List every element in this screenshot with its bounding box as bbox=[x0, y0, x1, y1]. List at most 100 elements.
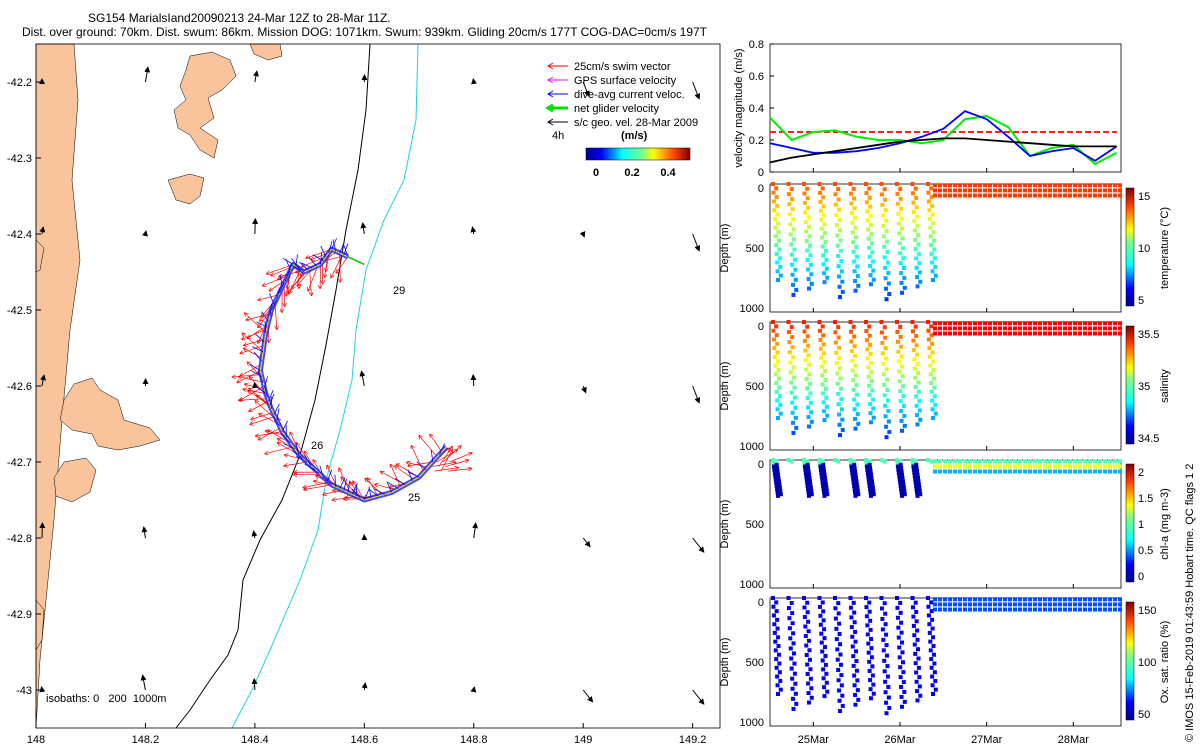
salinity-panel-sample bbox=[1013, 331, 1017, 336]
current-vector bbox=[386, 481, 393, 493]
chla-panel-sample bbox=[948, 464, 952, 469]
salinity-panel-sample bbox=[776, 359, 781, 364]
temperature-panel-sample bbox=[868, 273, 873, 278]
salinity-panel-sample bbox=[792, 395, 797, 400]
oxygen-panel-sample bbox=[835, 647, 840, 652]
temperature-panel-sample bbox=[837, 207, 842, 212]
oxygen-panel-sample bbox=[805, 672, 810, 677]
temperature-panel-sample bbox=[837, 217, 842, 222]
temperature-panel-sample bbox=[1118, 188, 1122, 193]
oxygen-panel-sample bbox=[850, 644, 855, 649]
current-vector bbox=[373, 488, 386, 495]
chla-panel-sample bbox=[1053, 464, 1057, 469]
salinity-panel-sample bbox=[1083, 331, 1087, 336]
chla-panel-sample bbox=[809, 488, 814, 493]
salinity-panel-sample bbox=[853, 353, 858, 358]
temperature-panel-sample bbox=[854, 245, 859, 250]
chla-panel-sample bbox=[775, 469, 780, 474]
temperature-panel-sample bbox=[1003, 188, 1007, 193]
salinity-panel-sample bbox=[1018, 321, 1022, 326]
temperature-panel-sample bbox=[820, 235, 825, 240]
temperature-panel-sample bbox=[928, 225, 933, 230]
temperature-panel-sample bbox=[930, 212, 935, 217]
oxygen-panel-sample bbox=[776, 692, 780, 696]
chla-panel-sample bbox=[854, 475, 858, 480]
swim-vector bbox=[440, 450, 452, 472]
salinity-panel-sample bbox=[993, 326, 997, 331]
swim-vector bbox=[304, 484, 332, 490]
temperature-panel-sample bbox=[1073, 193, 1077, 198]
temperature-panel-sample bbox=[838, 295, 842, 300]
chla-panel-sample bbox=[973, 469, 977, 474]
salinity-panel-sample bbox=[789, 380, 794, 385]
temperature-panel-sample bbox=[864, 182, 868, 186]
temperature-panel-sample bbox=[911, 200, 916, 205]
swim-vector bbox=[432, 462, 456, 467]
chla-panel-sample bbox=[953, 469, 957, 474]
geostrophic-vector bbox=[582, 81, 590, 97]
temperature-panel-sample bbox=[898, 196, 903, 201]
temperature-panel-sample bbox=[1103, 183, 1107, 188]
oxygen-panel-sample bbox=[1063, 597, 1067, 602]
temperature-panel-sample bbox=[884, 229, 889, 234]
chla-panel-sample bbox=[864, 461, 869, 466]
chla-panel-sample bbox=[896, 467, 901, 472]
oxygen-panel-sample bbox=[824, 671, 829, 676]
oxygen-panel-sample bbox=[895, 605, 900, 610]
salinity-panel-sample bbox=[899, 344, 904, 349]
temperature-panel-sample bbox=[913, 186, 918, 191]
salinity-panel-sample bbox=[1053, 321, 1057, 326]
oxygen-panel-sample bbox=[902, 689, 907, 694]
chla-panel-sample bbox=[895, 458, 899, 462]
temperature-panel-sample bbox=[838, 248, 843, 253]
chla-panel-sample bbox=[807, 472, 812, 477]
temperature-panel-sample bbox=[928, 234, 933, 239]
oxygen-panel-sample bbox=[804, 653, 809, 658]
chla-panel-sample bbox=[943, 464, 947, 469]
oxygen-panel-sample bbox=[895, 615, 900, 620]
legend-label-4: s/c geo. vel. 28-Mar 2009 bbox=[574, 117, 698, 129]
oxygen-panel-sample bbox=[1078, 597, 1082, 602]
oxygen-panel-sample bbox=[833, 616, 838, 621]
salinity-panel-sample bbox=[790, 345, 795, 350]
temperature-panel-sample bbox=[787, 202, 792, 207]
current-vector bbox=[363, 488, 370, 501]
oxygen-panel-sample bbox=[775, 683, 780, 688]
oxygen-panel-sample bbox=[853, 702, 858, 707]
chla-panel-sample bbox=[871, 492, 876, 497]
salinity-panel-sample bbox=[1103, 331, 1107, 336]
oxygen-panel-sample bbox=[869, 637, 874, 642]
chla-panel-sample bbox=[819, 474, 824, 479]
temperature-panel-sample bbox=[978, 188, 982, 193]
salinity-panel-sample bbox=[1063, 331, 1067, 336]
oxygen-panel-sample bbox=[777, 661, 782, 666]
oxygen-panel-sample bbox=[853, 692, 858, 697]
temperature-panel-sample bbox=[836, 197, 841, 202]
chla-panel-sample bbox=[1083, 469, 1087, 474]
salinity-panel-sample bbox=[963, 321, 967, 326]
salinity-panel-sample bbox=[777, 385, 782, 390]
salinity-panel-sample bbox=[854, 383, 859, 388]
chla-panel-sample bbox=[1038, 459, 1042, 464]
chla-panel-sample bbox=[852, 484, 857, 489]
map-y-tick-label: -42.8 bbox=[7, 533, 32, 545]
salinity-panel-sample bbox=[869, 420, 873, 425]
temperature-panel-sample bbox=[1063, 188, 1067, 193]
current-vector bbox=[292, 450, 303, 459]
salinity-panel-sample bbox=[771, 337, 776, 342]
temperature-panel-sample bbox=[899, 216, 904, 221]
temperature-panel-sample bbox=[1008, 193, 1012, 198]
swim-vector bbox=[430, 435, 443, 453]
chla-panel-sample bbox=[948, 459, 952, 464]
oxygen-panel-sample bbox=[1113, 597, 1117, 602]
oxygen-panel-sample bbox=[978, 597, 982, 602]
chla-panel-sample bbox=[821, 466, 826, 471]
swim-vector bbox=[240, 345, 265, 353]
current-vector bbox=[250, 363, 261, 372]
salinity-panel-sample bbox=[914, 394, 919, 399]
oxygen-panel-sample bbox=[880, 616, 885, 621]
oxygen-panel-sample bbox=[839, 683, 844, 688]
oxygen-panel-sample bbox=[819, 631, 824, 636]
salinity-panel-sample bbox=[772, 354, 777, 359]
oxygen-panel-sample bbox=[867, 600, 872, 605]
